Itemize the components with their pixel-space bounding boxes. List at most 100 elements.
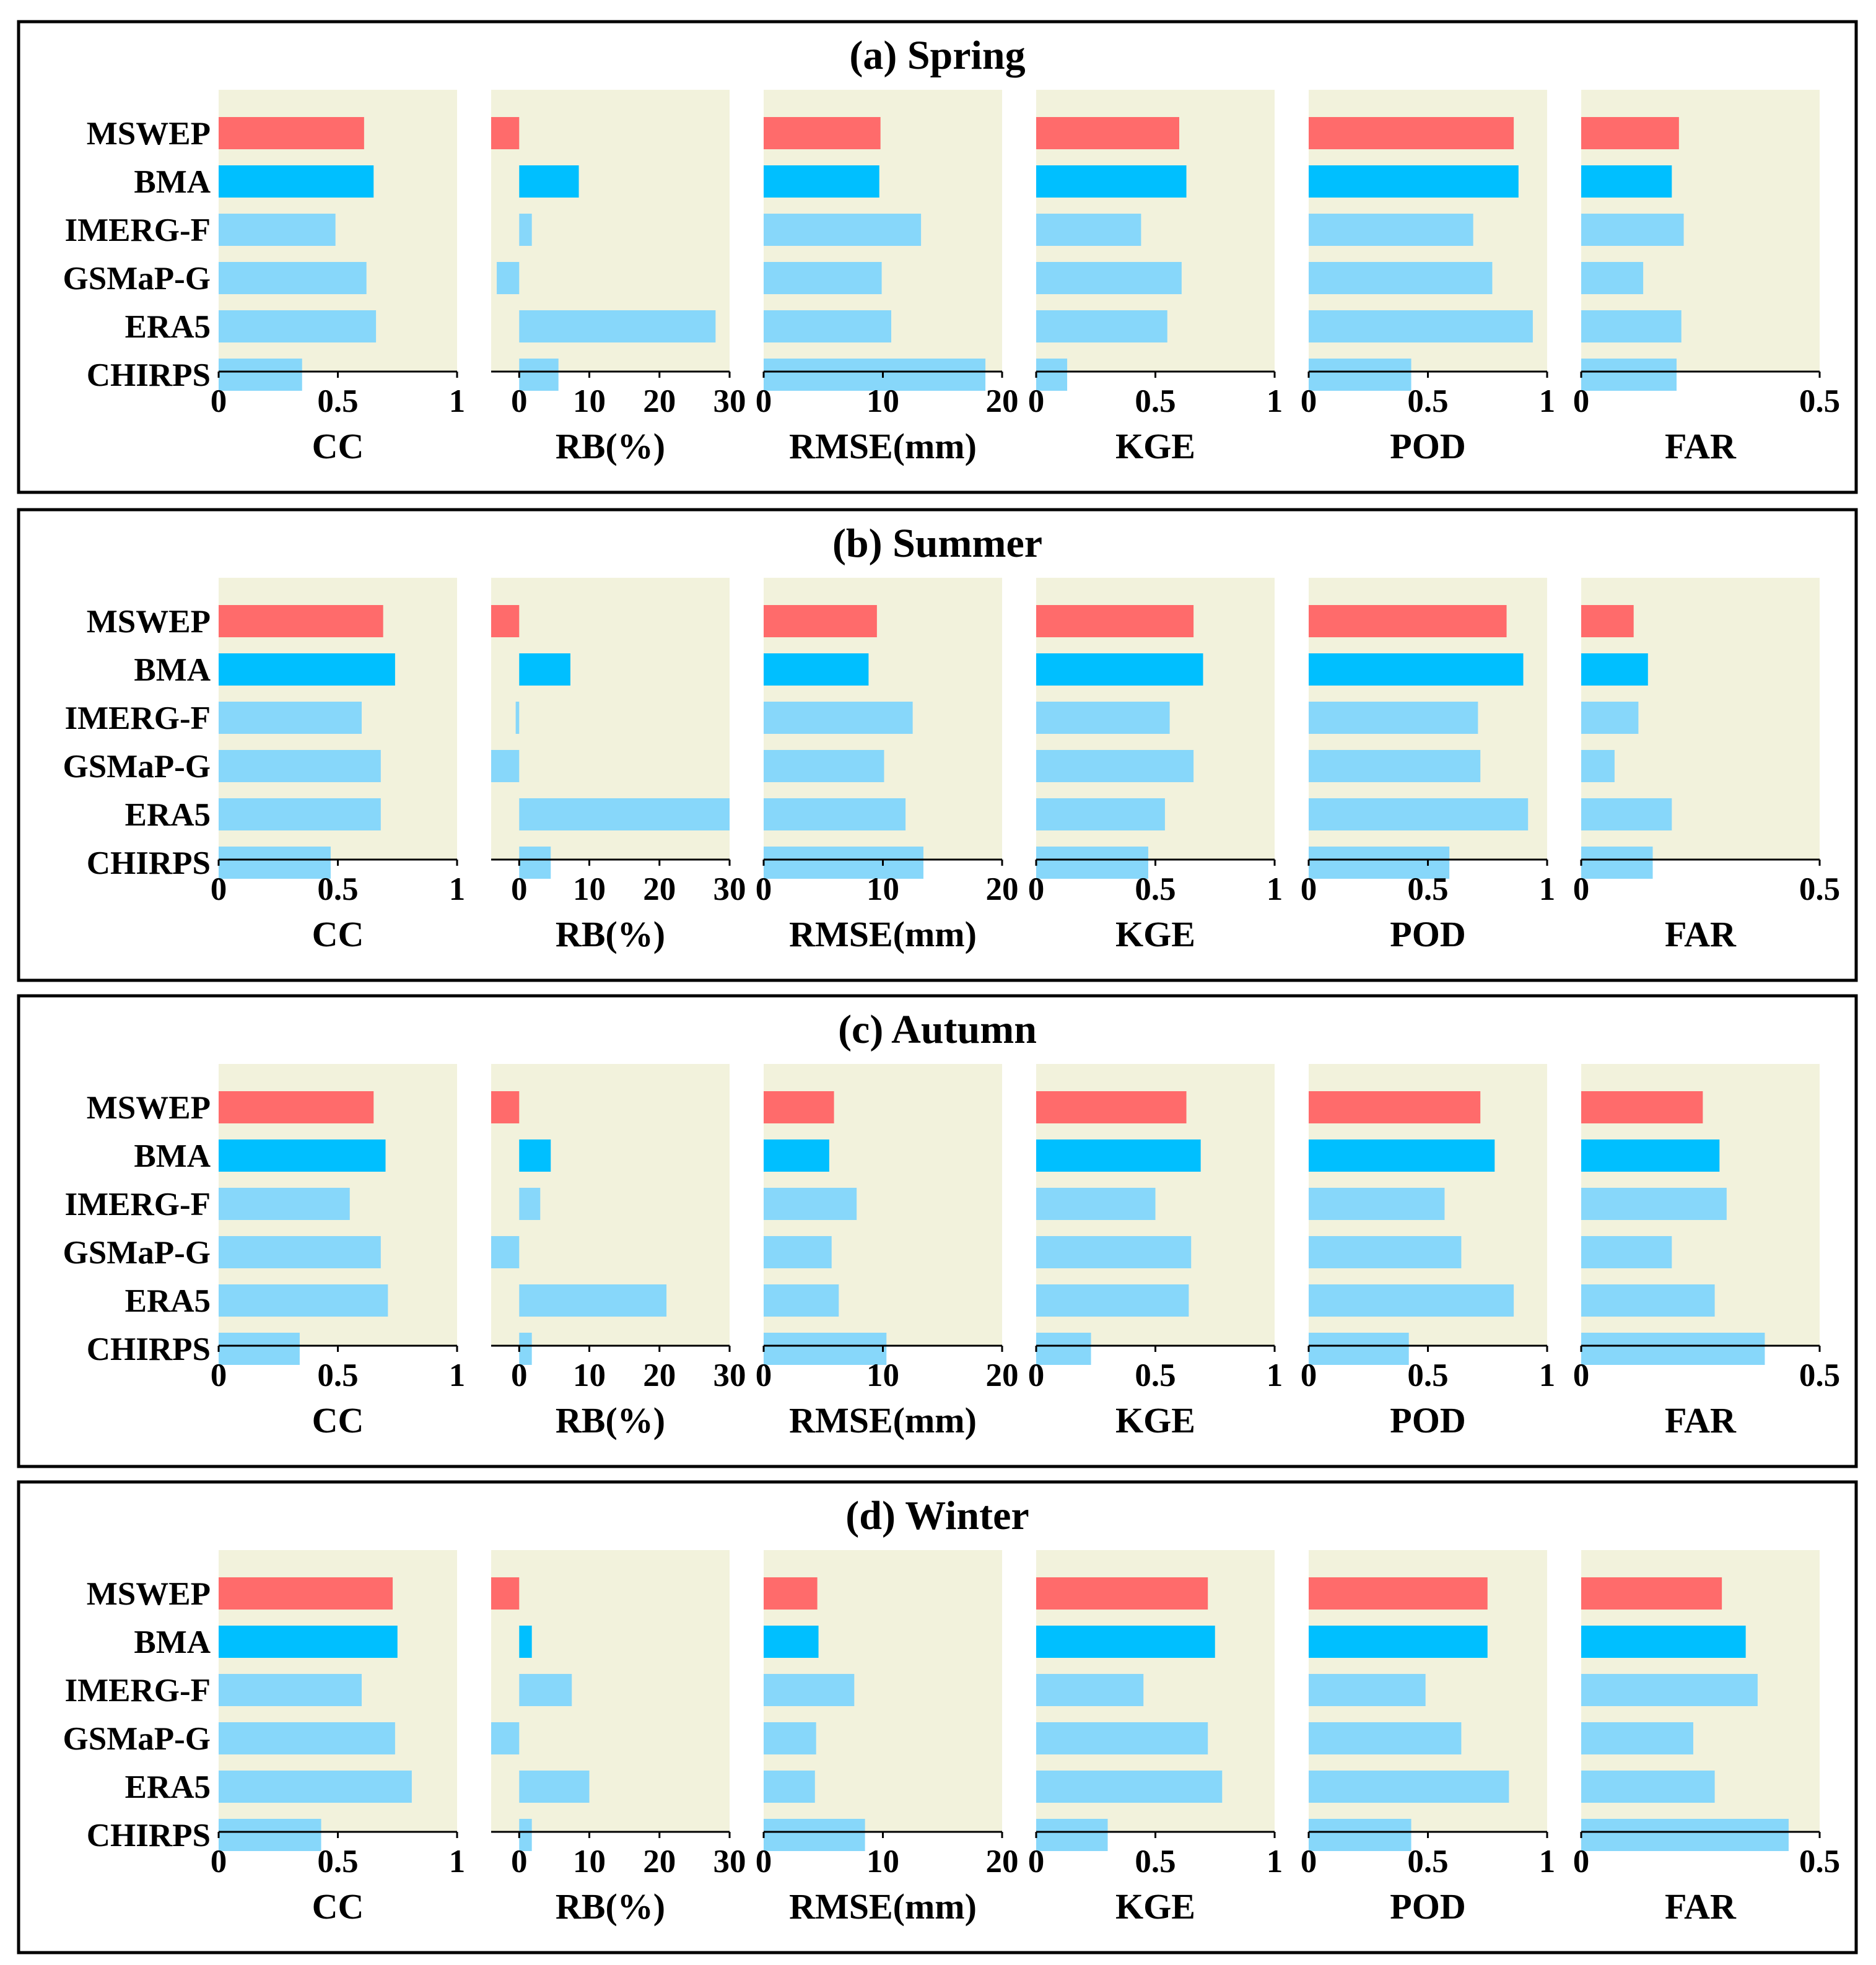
bar-gsmap-g	[491, 750, 520, 782]
bar-bma	[1036, 653, 1203, 686]
bar-chirps	[219, 1819, 321, 1851]
bar-imerg-f	[1581, 1188, 1727, 1220]
bar-bma	[519, 653, 570, 686]
bar-gsmap-g	[1581, 1722, 1693, 1754]
bar-era5	[764, 1284, 839, 1317]
subplot-rb: 0 10 20 30 RB(%)	[491, 1064, 746, 1440]
category-label-mswep: MSWEP	[87, 116, 211, 152]
subplot-cc: 0 0.5 1 CC	[211, 90, 465, 466]
bar-chirps	[1036, 1333, 1091, 1365]
tick-label: 0	[1573, 871, 1590, 907]
bar-imerg-f	[1309, 1674, 1426, 1706]
category-label-bma: BMA	[134, 164, 211, 200]
bar-imerg-f	[764, 214, 922, 246]
bar-imerg-f	[1036, 1188, 1156, 1220]
bar-mswep	[764, 1091, 834, 1123]
tick-label: 1	[1539, 1357, 1556, 1393]
bar-era5	[219, 798, 381, 830]
bar-bma	[1309, 165, 1519, 198]
category-label-era5: ERA5	[125, 1283, 211, 1319]
tick-label: 30	[713, 871, 746, 907]
bar-chirps	[219, 1333, 300, 1365]
subplot-rb: 0 10 20 30 RB(%)	[491, 578, 746, 954]
bar-chirps	[764, 1819, 865, 1851]
bar-era5	[519, 310, 716, 342]
bar-bma	[1036, 1626, 1215, 1658]
tick-label: 10	[866, 871, 899, 907]
bar-imerg-f	[1581, 214, 1684, 246]
tick-label: 0.5	[1407, 383, 1448, 419]
panel-title: (c) Autumn	[838, 1007, 1037, 1052]
tick-label: 0.5	[1407, 871, 1448, 907]
bar-era5	[519, 798, 730, 830]
tick-label: 0	[1028, 871, 1045, 907]
bar-gsmap-g	[1581, 262, 1644, 294]
bar-chirps	[1309, 1333, 1409, 1365]
bar-bma	[219, 165, 374, 198]
bar-gsmap-g	[219, 750, 381, 782]
bar-era5	[1309, 1284, 1514, 1317]
axis-label-pod: POD	[1390, 426, 1465, 466]
bar-chirps	[519, 1333, 532, 1365]
bar-mswep	[1581, 1577, 1722, 1610]
tick-label: 10	[573, 1844, 606, 1880]
bar-chirps	[1581, 1819, 1789, 1851]
subplot-pod: 0 0.5 1 POD	[1301, 90, 1555, 466]
bar-era5	[764, 310, 891, 342]
axis-label-rb: RB(%)	[556, 426, 665, 466]
subplot-kge: 0 0.5 1 KGE	[1028, 1064, 1283, 1440]
panel-title: (a) Spring	[849, 33, 1025, 78]
bar-gsmap-g	[764, 1236, 832, 1268]
bar-imerg-f	[1309, 1188, 1445, 1220]
subplot-kge: 0 0.5 1 KGE	[1028, 578, 1283, 954]
tick-label: 1	[1267, 1844, 1283, 1880]
category-label-era5: ERA5	[125, 1769, 211, 1805]
bar-bma	[219, 1139, 386, 1172]
bar-imerg-f	[219, 214, 336, 246]
category-label-gsmap-g: GSMaP-G	[63, 261, 211, 297]
bar-mswep	[1581, 117, 1679, 149]
bar-era5	[1309, 798, 1529, 830]
bar-mswep	[1309, 605, 1507, 637]
tick-label: 0	[1301, 1844, 1317, 1880]
bar-imerg-f	[515, 702, 520, 734]
tick-label: 0	[1028, 383, 1045, 419]
tick-label: 0	[211, 383, 227, 419]
subplot-kge: 0 0.5 1 KGE	[1028, 1550, 1283, 1927]
tick-label: 0.5	[317, 383, 358, 419]
bar-imerg-f	[219, 1674, 362, 1706]
tick-label: 10	[866, 1357, 899, 1393]
bar-mswep	[1036, 1091, 1187, 1123]
tick-label: 0.5	[1799, 383, 1840, 419]
bar-era5	[219, 310, 377, 342]
subplot-kge: 0 0.5 1 KGE	[1028, 90, 1283, 466]
bar-imerg-f	[764, 1188, 857, 1220]
bar-imerg-f	[1309, 702, 1478, 734]
tick-label: 0	[1301, 871, 1317, 907]
bar-era5	[1036, 310, 1167, 342]
bar-mswep	[219, 605, 383, 637]
bar-imerg-f	[1309, 214, 1473, 246]
bar-gsmap-g	[1581, 750, 1615, 782]
bar-bma	[764, 165, 879, 198]
bar-bma	[519, 1626, 532, 1658]
tick-label: 0	[1573, 1844, 1590, 1880]
tick-label: 0	[1028, 1844, 1045, 1880]
panel-b-summer: (b) Summer MSWEP BMA IMERG-F GSMaP-G ERA5 CHIR…	[17, 508, 1858, 982]
bar-bma	[219, 653, 395, 686]
panel-border	[17, 994, 1858, 1468]
bar-mswep	[1036, 117, 1179, 149]
bar-bma	[1581, 1139, 1720, 1172]
axis-label-cc: CC	[312, 1886, 364, 1927]
bar-gsmap-g	[1309, 1722, 1462, 1754]
bar-gsmap-g	[1309, 750, 1481, 782]
tick-label: 20	[986, 1357, 1019, 1393]
axis-label-rb: RB(%)	[556, 1886, 665, 1927]
bar-era5	[1581, 310, 1682, 342]
tick-label: 1	[1539, 871, 1556, 907]
bar-chirps	[1036, 359, 1068, 391]
bar-era5	[1309, 310, 1533, 342]
bar-mswep	[1309, 117, 1514, 149]
